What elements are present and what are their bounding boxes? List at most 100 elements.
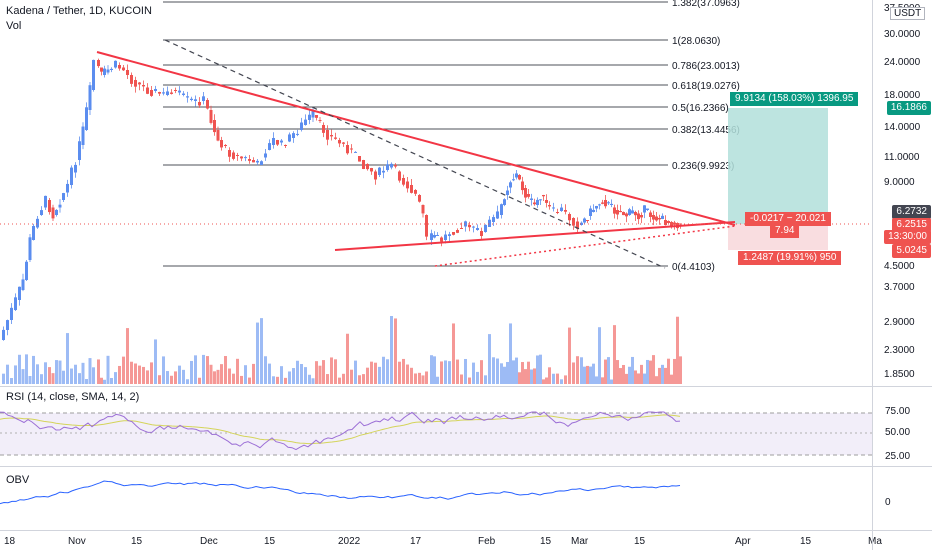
volume-bar [572, 362, 575, 384]
candle-body [25, 261, 28, 280]
volume-bar [476, 371, 479, 384]
candle-body [190, 98, 193, 100]
price-tick-label: 11.0000 [884, 152, 920, 163]
volume-bar [430, 355, 433, 384]
volume-bar [202, 354, 205, 384]
volume-bar [610, 379, 613, 384]
candle-body [126, 70, 129, 75]
volume-bar [25, 354, 28, 384]
candle-body [601, 202, 604, 204]
candle-body [322, 125, 325, 133]
volume-bar [276, 376, 279, 384]
candle-body [568, 214, 571, 221]
candle-body [492, 217, 495, 222]
profit-label[interactable]: 9.9134 (158.03%) 1396.95 [730, 92, 859, 106]
candle-body [503, 199, 506, 205]
candle-body [150, 90, 153, 96]
fib-level-label: 0(4.4103) [672, 262, 715, 273]
triangle-lower-trendline[interactable] [334, 221, 736, 251]
candle-body [604, 200, 607, 207]
time-axis[interactable]: 18 Nov 15 Dec 15 2022 17 Feb 15 Mar 15 Apr 15 Ma [4, 536, 882, 547]
volume-bar [66, 333, 69, 384]
candle-body [524, 188, 527, 198]
volume-bar [244, 365, 247, 384]
target-price-tag: 16.1866 [886, 101, 931, 115]
candle-body [138, 82, 141, 85]
candle-body [572, 218, 575, 226]
symbol-title[interactable]: Kadena / Tether, 1D, KUCOIN [6, 5, 152, 17]
candle-body [66, 183, 69, 193]
time-tick-label: 2022 [338, 536, 361, 547]
volume-bar [55, 360, 58, 384]
obv-legend[interactable]: OBV [6, 474, 30, 486]
volume-bar [311, 378, 315, 384]
candle-body [418, 195, 421, 202]
candle-body [430, 233, 433, 240]
volume-bar [604, 359, 607, 384]
currency-badge[interactable]: USDT [890, 7, 926, 20]
candle-body [18, 286, 21, 300]
candle-body [114, 60, 117, 68]
volume-bar [358, 375, 361, 384]
volume-bar [619, 368, 622, 384]
triangle-upper-trendline[interactable] [96, 51, 736, 226]
volume-bar [315, 361, 318, 384]
ratio-label-1[interactable]: -0.0217 − 20.021 [745, 212, 831, 226]
candle-body [616, 210, 619, 215]
volume-bar [564, 375, 567, 384]
price-tick-label: 2.3000 [884, 345, 915, 356]
pane-separator-rsi[interactable] [0, 386, 932, 387]
time-tick-label: 18 [4, 536, 16, 547]
volume-bar [288, 371, 291, 384]
volume-bar [460, 374, 463, 384]
volume-bar [664, 367, 667, 384]
time-axis-separator [0, 530, 932, 531]
candle-body [354, 151, 357, 153]
price-axis-ticks[interactable]: 37.500030.000024.000018.000014.000011.00… [884, 3, 921, 380]
rsi-legend[interactable]: RSI (14, close, SMA, 14, 2) [6, 391, 140, 403]
volume-bar [480, 360, 483, 384]
volume-bar [622, 364, 625, 384]
candle-body [338, 140, 341, 144]
volume-bar [338, 377, 341, 384]
candle-body [595, 206, 598, 209]
profit-zone[interactable] [728, 108, 828, 224]
candle-body [260, 161, 263, 165]
loss-label[interactable]: 1.2487 (19.91%) 950 [738, 251, 842, 265]
volume-bar [6, 364, 9, 384]
rsi-pane[interactable] [0, 411, 872, 456]
candle-body [440, 237, 443, 242]
volume-bar [2, 373, 5, 384]
ratio-label-2[interactable]: 7.94 [770, 224, 800, 238]
dotted-support-line[interactable] [434, 225, 736, 267]
volume-bar [370, 361, 373, 384]
volume-bar [374, 362, 377, 384]
candle-body [628, 209, 631, 215]
candle-body [436, 234, 439, 236]
time-tick-label: Apr [735, 536, 751, 547]
candle-body [506, 190, 509, 195]
candle-body [545, 200, 548, 203]
volume-legend[interactable]: Vol [6, 20, 22, 32]
time-tick-label: Nov [68, 536, 86, 547]
volume-bar [268, 363, 271, 384]
time-tick-label: 17 [410, 536, 422, 547]
time-tick-label: 15 [264, 536, 276, 547]
volume-bar [130, 361, 133, 384]
fib-trend-dashed-line[interactable] [164, 39, 666, 269]
volume-bar [640, 364, 643, 384]
pane-separator-obv[interactable] [0, 466, 932, 467]
candle-body [527, 194, 530, 197]
volume-bar [500, 363, 503, 384]
volume-bar [667, 358, 670, 384]
volume-bar [228, 368, 231, 384]
candle-body [216, 130, 220, 141]
volume-bar [44, 362, 47, 384]
candle-body [634, 212, 637, 216]
volume-bar [350, 369, 353, 384]
candle-body [370, 168, 373, 172]
volume-bar [138, 365, 141, 384]
candle-body [10, 307, 13, 320]
